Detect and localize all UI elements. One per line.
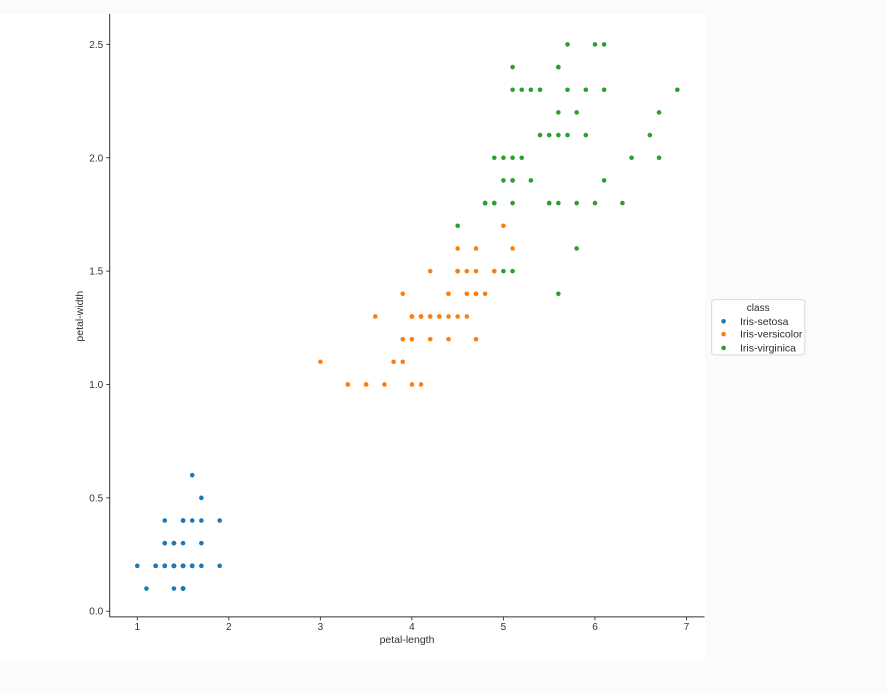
svg-text:Iris-versicolor: Iris-versicolor <box>740 329 803 341</box>
svg-text:1.0: 1.0 <box>89 380 103 391</box>
svg-text:0.5: 0.5 <box>89 493 103 504</box>
svg-text:6: 6 <box>592 622 598 633</box>
svg-text:2: 2 <box>226 622 232 633</box>
svg-text:7: 7 <box>684 622 690 633</box>
svg-text:Iris-virginica: Iris-virginica <box>740 342 796 354</box>
svg-text:4: 4 <box>409 622 415 633</box>
svg-text:Iris-setosa: Iris-setosa <box>740 316 789 328</box>
svg-text:5: 5 <box>501 622 507 633</box>
svg-text:class: class <box>747 303 770 314</box>
svg-text:3: 3 <box>318 622 324 633</box>
svg-text:1: 1 <box>135 622 141 633</box>
svg-text:0.0: 0.0 <box>89 607 103 618</box>
svg-text:2.0: 2.0 <box>89 153 103 164</box>
svg-text:petal-width: petal-width <box>74 291 86 342</box>
svg-text:1.5: 1.5 <box>89 267 103 278</box>
svg-text:2.5: 2.5 <box>89 40 103 51</box>
svg-text:petal-length: petal-length <box>380 634 435 646</box>
